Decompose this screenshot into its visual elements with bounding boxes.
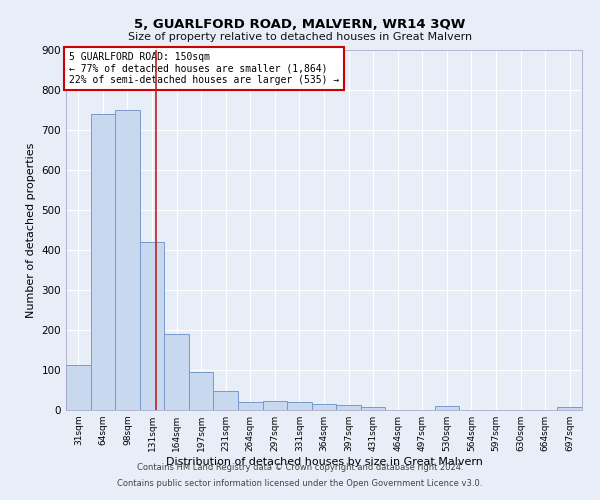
- Bar: [189, 372, 214, 410]
- Text: Contains public sector information licensed under the Open Government Licence v3: Contains public sector information licen…: [118, 478, 482, 488]
- Bar: [361, 407, 385, 410]
- Text: 5, GUARLFORD ROAD, MALVERN, WR14 3QW: 5, GUARLFORD ROAD, MALVERN, WR14 3QW: [134, 18, 466, 30]
- Y-axis label: Number of detached properties: Number of detached properties: [26, 142, 36, 318]
- Text: Contains HM Land Registry data © Crown copyright and database right 2024.: Contains HM Land Registry data © Crown c…: [137, 464, 463, 472]
- X-axis label: Distribution of detached houses by size in Great Malvern: Distribution of detached houses by size …: [166, 457, 482, 467]
- Bar: [140, 242, 164, 410]
- Bar: [263, 401, 287, 410]
- Text: 5 GUARLFORD ROAD: 150sqm
← 77% of detached houses are smaller (1,864)
22% of sem: 5 GUARLFORD ROAD: 150sqm ← 77% of detach…: [68, 52, 339, 85]
- Bar: [287, 402, 312, 410]
- Bar: [312, 404, 336, 410]
- Bar: [214, 391, 238, 410]
- Bar: [557, 407, 582, 410]
- Text: Size of property relative to detached houses in Great Malvern: Size of property relative to detached ho…: [128, 32, 472, 42]
- Bar: [164, 334, 189, 410]
- Bar: [91, 114, 115, 410]
- Bar: [238, 402, 263, 410]
- Bar: [66, 365, 91, 410]
- Bar: [434, 406, 459, 410]
- Bar: [336, 405, 361, 410]
- Bar: [115, 110, 140, 410]
